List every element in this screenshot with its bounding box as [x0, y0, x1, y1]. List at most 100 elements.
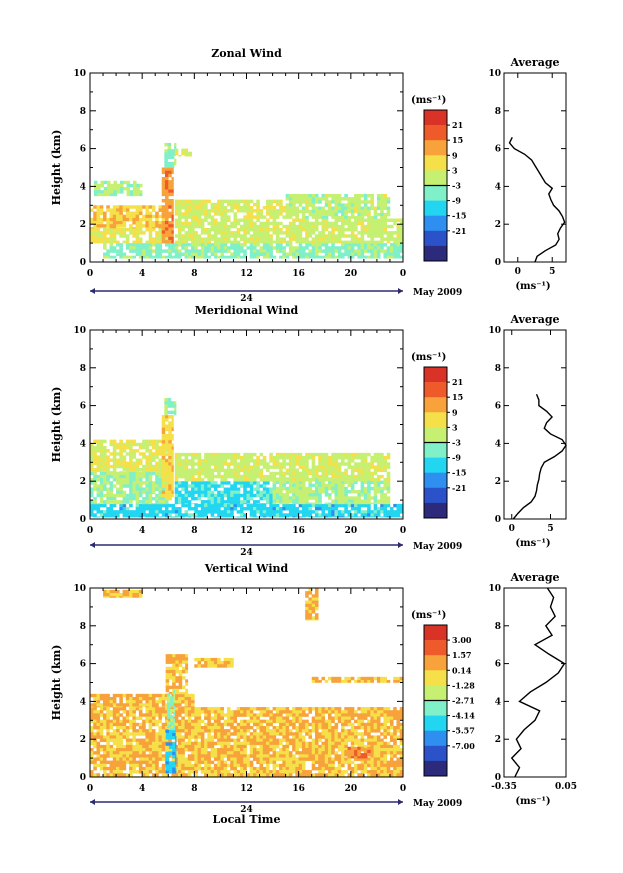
heatmap-cell: [167, 155, 172, 159]
heatmap-cell: [158, 224, 163, 228]
heatmap-cell: [171, 433, 174, 438]
heatmap-cell: [112, 240, 117, 244]
heatmap-cell: [194, 249, 198, 253]
heatmap-cell: [324, 227, 329, 232]
heatmap-cell: [197, 503, 202, 508]
heatmap-cell: [337, 503, 342, 508]
heatmap-cell: [288, 249, 293, 253]
heatmap-cell: [145, 710, 149, 714]
heatmap-cell: [99, 513, 104, 517]
heatmap-cell: [90, 500, 94, 504]
heatmap-cell: [347, 710, 352, 714]
heatmap-cell: [194, 744, 198, 749]
heatmap-cell: [191, 484, 195, 488]
heatmap-cell: [275, 456, 280, 460]
heatmap-cell: [109, 481, 114, 485]
heatmap-cell: [350, 255, 355, 259]
heatmap-cell: [122, 503, 127, 505]
heatmap-cell: [393, 516, 397, 518]
heatmap-cell: [262, 507, 267, 511]
heatmap-cell: [135, 513, 140, 517]
heatmap-cell: [226, 732, 231, 736]
heatmap-cell: [328, 741, 332, 746]
heatmap-cell: [116, 500, 120, 504]
heatmap-cell: [367, 744, 371, 749]
heatmap-cell: [386, 471, 391, 476]
heatmap-cell: [120, 190, 124, 194]
heatmap-cell: [239, 227, 244, 232]
heatmap-cell: [308, 197, 313, 201]
heatmap-cell: [99, 240, 104, 244]
heatmap-cell: [383, 510, 387, 514]
heatmap-cell: [243, 516, 247, 518]
heatmap-cell: [164, 513, 169, 517]
colorbar-tick-label: -21: [452, 483, 466, 493]
heatmap-cell: [96, 442, 101, 447]
heatmap-cell: [103, 735, 107, 739]
heatmap-cell: [148, 722, 153, 727]
heatmap-cell: [383, 732, 387, 736]
heatmap-cell: [132, 471, 136, 476]
heatmap-cell: [226, 729, 231, 733]
heatmap-cell: [93, 211, 97, 216]
heatmap-cell: [116, 719, 120, 724]
heatmap-cell: [210, 205, 215, 210]
average-title: Average: [509, 56, 559, 69]
heatmap-region: [103, 243, 404, 259]
heatmap-cell: [324, 452, 329, 457]
heatmap-cell: [96, 455, 101, 459]
heatmap-cell: [226, 503, 231, 508]
heatmap-cell: [119, 732, 123, 736]
heatmap-cell: [191, 741, 195, 746]
heatmap-cell: [158, 484, 163, 488]
colorbar-segment: [424, 397, 447, 413]
heatmap-cell: [386, 456, 391, 460]
heatmap-cell: [116, 707, 120, 711]
heatmap-cell: [148, 478, 153, 482]
heatmap-cell: [344, 744, 348, 749]
heatmap-cell: [301, 209, 306, 214]
heatmap-cell: [279, 716, 283, 720]
heatmap-cell: [331, 503, 335, 508]
heatmap-cell: [334, 227, 339, 232]
heatmap-cell: [171, 246, 176, 250]
heatmap-cell: [314, 513, 319, 517]
heatmap-cell: [213, 249, 218, 253]
heatmap-cell: [249, 719, 254, 724]
heatmap-cell: [344, 710, 348, 714]
heatmap-cell: [305, 237, 309, 241]
heatmap-cell: [90, 452, 94, 456]
heatmap-cell: [204, 456, 208, 460]
heatmap-cell: [256, 224, 260, 229]
heatmap-cell: [292, 237, 296, 241]
heatmap-cell: [305, 713, 309, 717]
heatmap-cell: [119, 449, 123, 453]
heatmap-cell: [181, 243, 185, 247]
heatmap-cell: [308, 243, 313, 247]
heatmap-cell: [279, 510, 283, 514]
heatmap-cell: [191, 722, 195, 727]
heatmap-cell: [328, 516, 332, 518]
heatmap-cell: [253, 471, 257, 476]
heatmap-cell: [285, 206, 290, 211]
heatmap-cell: [321, 480, 326, 485]
heatmap-cell: [125, 464, 130, 469]
heatmap-cell: [357, 216, 361, 219]
heatmap-cell: [122, 716, 127, 720]
heatmap-cell: [357, 496, 361, 500]
heatmap-cell: [295, 744, 299, 749]
average-y-tick-label: 2: [495, 220, 501, 230]
heatmap-cell: [350, 732, 355, 736]
heatmap-cell: [181, 474, 185, 479]
heatmap-cell: [295, 193, 299, 198]
heatmap-cell: [226, 468, 231, 473]
date-label: May 2009: [413, 542, 462, 552]
heatmap-cell: [145, 732, 149, 736]
heatmap-cell: [386, 710, 391, 714]
heatmap-cell: [389, 710, 394, 714]
heatmap-cell: [125, 471, 130, 476]
heatmap-cell: [207, 484, 211, 488]
heatmap-cell: [295, 240, 299, 244]
average-unit-label: (ms⁻¹): [515, 281, 550, 292]
